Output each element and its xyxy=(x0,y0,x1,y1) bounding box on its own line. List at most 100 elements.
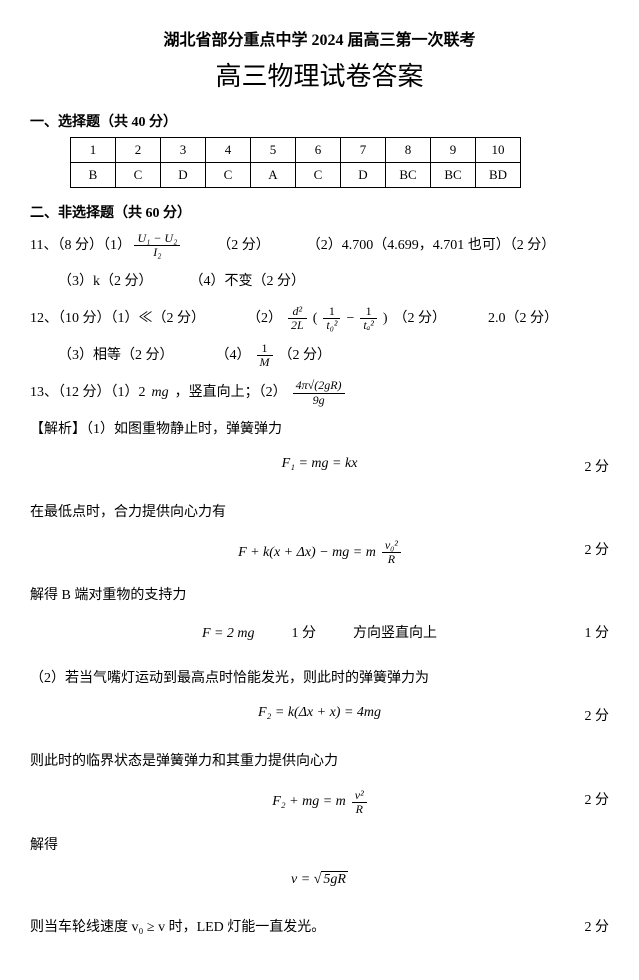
mc-num: 6 xyxy=(296,138,341,163)
q12-frac2-den: t₀² xyxy=(323,319,340,332)
q12-frac1-den: 2L xyxy=(288,319,307,332)
minus-icon: − xyxy=(346,306,354,331)
exam-header-line2: 高三物理试卷答案 xyxy=(30,56,609,93)
paren-right-icon: ) xyxy=(383,306,388,331)
eq3-score: 1 分 xyxy=(585,622,610,642)
q12-p2-score: （2 分） xyxy=(394,306,447,331)
eq3: F = 2 mg 1 分 方向竖直向上 xyxy=(30,622,609,642)
q12-frac1: d² 2L xyxy=(288,305,307,332)
q12-p4-label: （4） xyxy=(216,343,251,368)
q11-frac-den: I₂ xyxy=(134,246,180,259)
analysis-t5: 则此时的临界状态是弹簧弹力和其重力提供向心力 xyxy=(30,749,609,774)
mc-ans: C xyxy=(296,163,341,188)
q12-frac3-num: 1 xyxy=(360,305,376,319)
eq2-frac-num: v₀² xyxy=(382,539,401,553)
mc-ans: BC xyxy=(431,163,476,188)
eq6-row: v = √5gR xyxy=(30,872,609,902)
mc-num: 4 xyxy=(206,138,251,163)
eq5-score: 2 分 xyxy=(585,789,610,809)
t7-row: 则当车轮线速度 v₀ ≥ v 时，LED 灯能一直发光。 2 分 xyxy=(30,916,609,946)
q13-frac: 4π√(2gR) 9g xyxy=(293,379,345,406)
eq5-frac-den: R xyxy=(352,803,367,816)
mc-ans: C xyxy=(206,163,251,188)
mc-num: 9 xyxy=(431,138,476,163)
eq3-b: 方向竖直向上 xyxy=(353,626,437,641)
mc-ans: D xyxy=(161,163,206,188)
eq5-row: F₂ + mg = m v² R 2 分 xyxy=(30,789,609,819)
mc-answer-table: 1 2 3 4 5 6 7 8 9 10 B C D C A C D BC BC… xyxy=(70,137,521,188)
q13-mg: mg xyxy=(152,380,169,405)
mc-ans: A xyxy=(251,163,296,188)
eq5-left: F₂ + mg = m xyxy=(272,794,346,810)
section1-title: 一、选择题（共 40 分） xyxy=(30,111,609,131)
mc-num: 1 xyxy=(71,138,116,163)
eq1-score: 2 分 xyxy=(585,456,610,476)
q13-prefix-a: 13、（12 分）（1）2 xyxy=(30,380,146,405)
q13-prefix-b: ，竖直向上；（2） xyxy=(175,380,287,405)
q12-prefix: 12、（10 分）（1）≪（2 分） xyxy=(30,306,205,331)
q12-frac3-den: tₐ² xyxy=(360,319,376,332)
q12-p4-score: （2 分） xyxy=(279,343,332,368)
eq2-frac: v₀² R xyxy=(382,539,401,566)
eq1: F₁ = mg = kx xyxy=(30,456,609,472)
analysis-head: 【解析】（1）如图重物静止时，弹簧弹力 xyxy=(30,417,609,442)
q12-p2-val: 2.0（2 分） xyxy=(488,306,558,331)
analysis-t7: 则当车轮线速度 v₀ ≥ v 时，LED 灯能一直发光。 xyxy=(30,916,609,936)
eq6: v = √5gR xyxy=(30,872,609,888)
q11-p4: （4）不变（2 分） xyxy=(190,274,306,289)
q11-line1: 11、（8 分）（1） U₁ − U₂ I₂ （2 分） （2）4.700（4.… xyxy=(30,232,609,259)
eq3-mid: 1 分 xyxy=(292,626,317,641)
mc-ans: B xyxy=(71,163,116,188)
eq6-b: 5gR xyxy=(321,871,348,887)
q13-frac-den: 9g xyxy=(293,394,345,407)
q11-p2: （2）4.700（4.699，4.701 也可）（2 分） xyxy=(307,238,556,253)
mc-ans: BC xyxy=(386,163,431,188)
eq2-left: F + k(x + Δx) − mg = m xyxy=(238,545,376,561)
section2-title: 二、非选择题（共 60 分） xyxy=(30,202,609,222)
eq2-frac-den: R xyxy=(382,553,401,566)
q12-line1: 12、（10 分）（1）≪（2 分） （2） d² 2L ( 1 t₀² − 1… xyxy=(30,305,609,332)
q13-frac-num: 4π√(2gR) xyxy=(293,379,345,393)
mc-ans: C xyxy=(116,163,161,188)
eq5: F₂ + mg = m v² R xyxy=(30,789,609,816)
q11-frac-num: U₁ − U₂ xyxy=(134,232,180,246)
eq2: F + k(x + Δx) − mg = m v₀² R xyxy=(30,539,609,566)
q12-frac4-num: 1 xyxy=(257,342,273,356)
q11-p1-score: （2 分） xyxy=(217,238,270,253)
q11-line2: （3）k（2 分） （4）不变（2 分） xyxy=(58,269,609,294)
mc-num: 8 xyxy=(386,138,431,163)
eq4-score: 2 分 xyxy=(585,705,610,725)
mc-num: 3 xyxy=(161,138,206,163)
paren-left-icon: ( xyxy=(313,306,318,331)
q12-frac4: 1 M xyxy=(257,342,273,369)
mc-num: 2 xyxy=(116,138,161,163)
eq3-a: F = 2 mg xyxy=(202,626,255,641)
eq4-row: F₂ = k(Δx + x) = 4mg 2 分 xyxy=(30,705,609,735)
q11-p3: （3）k（2 分） xyxy=(58,274,153,289)
eq3-row: F = 2 mg 1 分 方向竖直向上 1 分 xyxy=(30,622,609,652)
table-row: B C D C A C D BC BC BD xyxy=(71,163,521,188)
mc-num: 10 xyxy=(476,138,521,163)
eq1-row: F₁ = mg = kx 2 分 xyxy=(30,456,609,486)
t7-score: 2 分 xyxy=(585,916,610,936)
mc-ans: D xyxy=(341,163,386,188)
exam-header-line1: 湖北省部分重点中学 2024 届高三第一次联考 xyxy=(30,26,609,50)
q12-frac2: 1 t₀² xyxy=(323,305,340,332)
analysis-t6: 解得 xyxy=(30,833,609,858)
eq2-score: 2 分 xyxy=(585,539,610,559)
eq2-row: F + k(x + Δx) − mg = m v₀² R 2 分 xyxy=(30,539,609,569)
q12-p3: （3）相等（2 分） xyxy=(58,343,174,368)
q12-frac3: 1 tₐ² xyxy=(360,305,376,332)
eq5-frac-num: v² xyxy=(352,789,367,803)
q12-p2-label: （2） xyxy=(247,306,282,331)
q12-frac1-num: d² xyxy=(288,305,307,319)
table-row: 1 2 3 4 5 6 7 8 9 10 xyxy=(71,138,521,163)
analysis-t4: （2）若当气嘴灯运动到最高点时恰能发光，则此时的弹簧弹力为 xyxy=(30,666,609,691)
q12-frac4-den: M xyxy=(257,356,273,369)
eq6-a: v = xyxy=(291,872,314,887)
mc-ans: BD xyxy=(476,163,521,188)
q13-line: 13、（12 分）（1）2 mg ，竖直向上；（2） 4π√(2gR) 9g xyxy=(30,379,609,406)
q12-line2: （3）相等（2 分） （4） 1 M （2 分） xyxy=(58,342,609,369)
eq4: F₂ = k(Δx + x) = 4mg xyxy=(30,705,609,721)
q12-frac2-num: 1 xyxy=(323,305,340,319)
